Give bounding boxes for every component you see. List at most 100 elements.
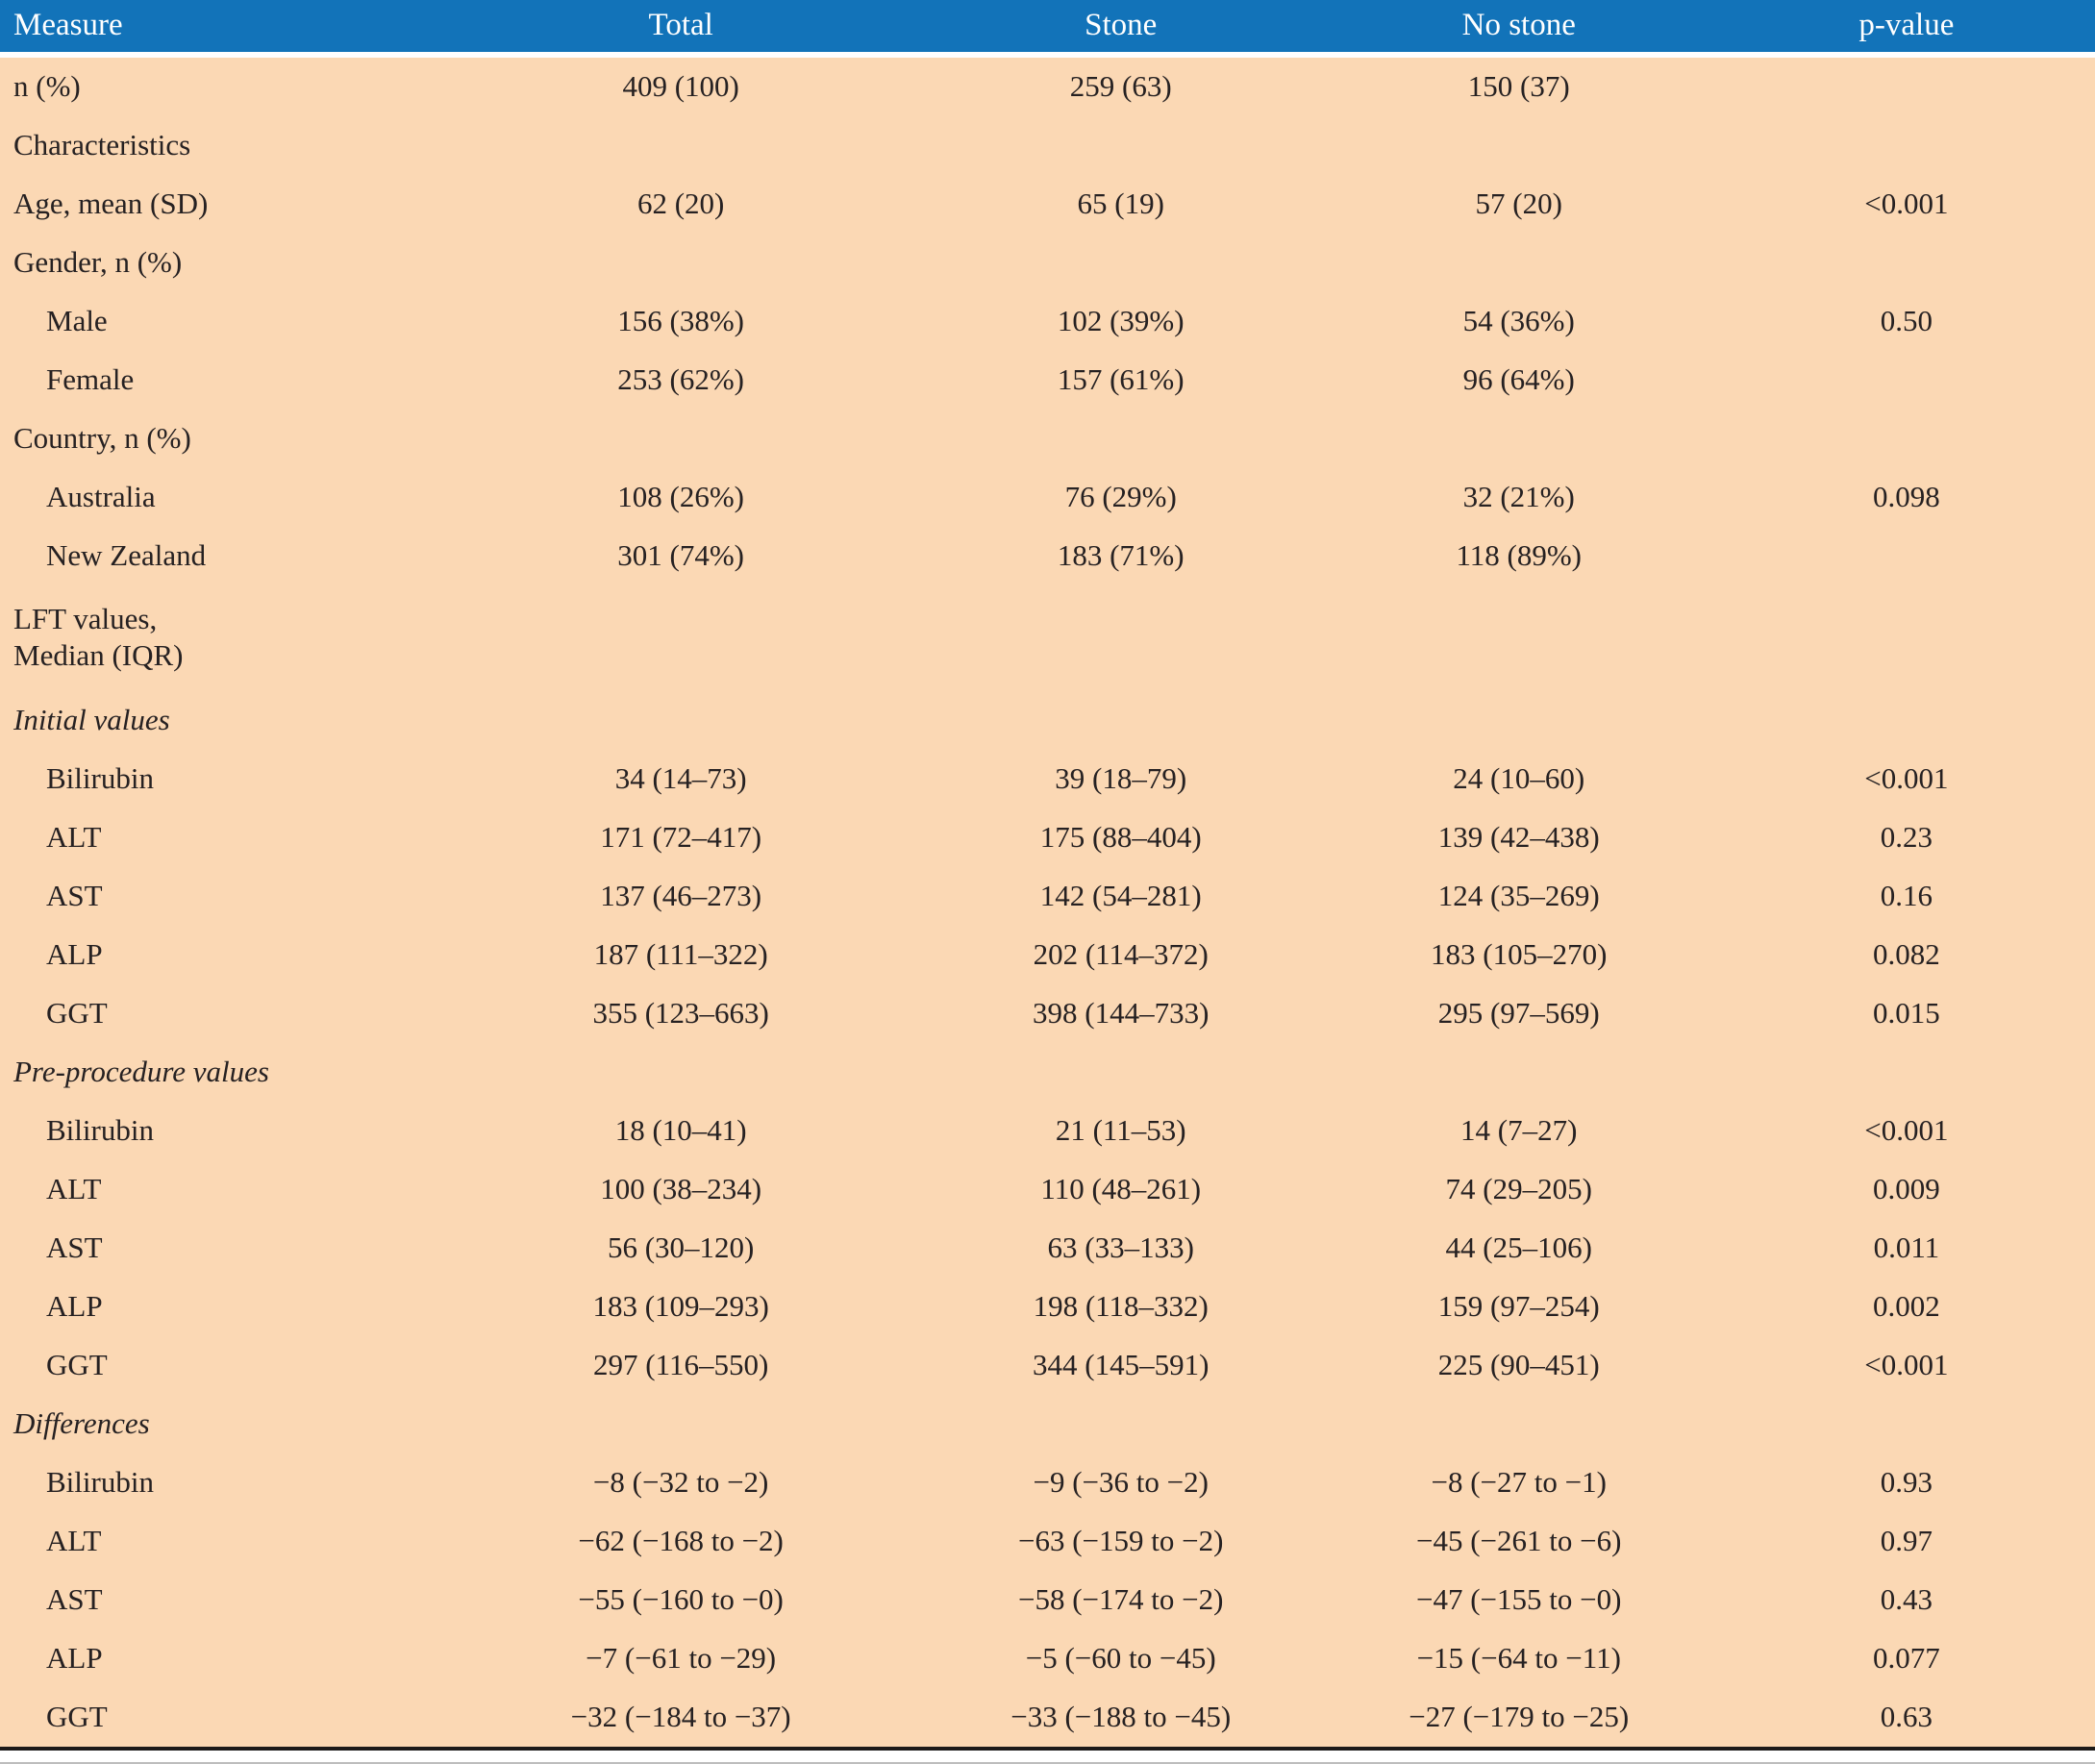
cell-p-value: [1718, 527, 2095, 585]
cell-stone: [922, 1043, 1320, 1102]
row-label: Female: [46, 362, 135, 396]
table-row: Australia 108 (26%) 76 (29%) 32 (21%) 0.…: [0, 468, 2095, 527]
cell-no-stone: 54 (36%): [1462, 304, 1575, 337]
cell-p-value: [1718, 585, 2095, 691]
cell-total: 18 (10–41): [614, 1113, 747, 1147]
cell-stone: −5 (−60 to −45): [1025, 1641, 1216, 1675]
cell-stone: 175 (88–404): [1039, 820, 1202, 854]
cell-p-value: 0.93: [1880, 1465, 1933, 1499]
row-label: ALT: [46, 1172, 102, 1205]
row-label: AST: [46, 1582, 103, 1616]
cell-stone: 142 (54–281): [1039, 879, 1202, 912]
cell-stone: [922, 410, 1320, 468]
row-label: Bilirubin: [46, 761, 154, 795]
table-bottom-rule: [0, 1747, 2095, 1751]
cell-no-stone: [1320, 1395, 1718, 1453]
row-label: GGT: [46, 1700, 108, 1733]
cell-no-stone: −47 (−155 to −0): [1416, 1582, 1622, 1616]
column-header-no-stone: No stone: [1319, 0, 1718, 58]
cell-total: −8 (−32 to −2): [592, 1465, 769, 1499]
cell-stone: 344 (145–591): [1033, 1348, 1210, 1381]
cell-stone: 76 (29%): [1064, 480, 1177, 513]
cell-no-stone: [1320, 410, 1718, 468]
cell-total: 137 (46–273): [600, 879, 762, 912]
row-label: ALP: [46, 1289, 103, 1323]
cell-total: [440, 691, 922, 750]
cell-p-value: 0.97: [1880, 1524, 1933, 1557]
cell-total: [440, 234, 922, 292]
cell-no-stone: [1320, 691, 1718, 750]
cell-no-stone: 124 (35–269): [1437, 879, 1600, 912]
row-label: LFT values, Median (IQR): [13, 602, 184, 672]
column-header-measure: Measure: [0, 0, 440, 58]
cell-total: 409 (100): [622, 69, 739, 103]
cell-stone: 21 (11–53): [1055, 1113, 1186, 1147]
table-row: ALT 100 (38–234) 110 (48–261) 74 (29–205…: [0, 1160, 2095, 1219]
cell-stone: [922, 116, 1320, 175]
cell-no-stone: [1320, 1043, 1718, 1102]
table-row: ALT −62 (−168 to −2) −63 (−159 to −2) −4…: [0, 1512, 2095, 1571]
table-body: n (%) 409 (100) 259 (63) 150 (37) Charac…: [0, 55, 2095, 1747]
table-row: AST −55 (−160 to −0) −58 (−174 to −2) −4…: [0, 1571, 2095, 1629]
cell-p-value: [1718, 116, 2095, 175]
table-bottom-rule-thin: [0, 1762, 2095, 1764]
row-label: ALP: [46, 1641, 103, 1675]
cell-stone: [922, 234, 1320, 292]
row-label: ALT: [46, 820, 102, 854]
table-row: Female 253 (62%) 157 (61%) 96 (64%): [0, 351, 2095, 410]
table-row: New Zealand 301 (74%) 183 (71%) 118 (89%…: [0, 527, 2095, 585]
cell-p-value: [1718, 55, 2095, 116]
row-label: Male: [46, 304, 108, 337]
cell-stone: 183 (71%): [1057, 538, 1185, 572]
cell-total: [440, 1395, 922, 1453]
cell-p-value: 0.098: [1872, 480, 1940, 513]
table-row: ALP 187 (111–322) 202 (114–372) 183 (105…: [0, 926, 2095, 984]
column-header-p-value: p-value: [1717, 0, 2095, 58]
cell-p-value: 0.011: [1873, 1230, 1940, 1264]
cell-stone: −58 (−174 to −2): [1018, 1582, 1224, 1616]
cell-total: 301 (74%): [617, 538, 745, 572]
table-row: ALP −7 (−61 to −29) −5 (−60 to −45) −15 …: [0, 1629, 2095, 1688]
cell-p-value: 0.43: [1880, 1582, 1933, 1616]
row-label: Australia: [46, 480, 156, 513]
cell-total: 183 (109–293): [592, 1289, 769, 1323]
cell-total: 56 (30–120): [607, 1230, 755, 1264]
cell-no-stone: 139 (42–438): [1437, 820, 1600, 854]
cell-total: 355 (123–663): [592, 996, 769, 1030]
cell-stone: 39 (18–79): [1055, 761, 1187, 795]
cell-total: 62 (20): [636, 186, 725, 220]
table-row: n (%) 409 (100) 259 (63) 150 (37): [0, 55, 2095, 116]
cell-no-stone: 14 (7–27): [1460, 1113, 1578, 1147]
table-row: Country, n (%): [0, 410, 2095, 468]
cell-p-value: [1718, 1395, 2095, 1453]
cell-no-stone: 96 (64%): [1462, 362, 1575, 396]
cell-no-stone: 57 (20): [1475, 186, 1562, 220]
table-row: Bilirubin −8 (−32 to −2) −9 (−36 to −2) …: [0, 1453, 2095, 1512]
table-header: Measure Total Stone No stone p-value: [0, 0, 2095, 58]
cell-p-value: <0.001: [1864, 186, 1949, 220]
table-row: ALT 171 (72–417) 175 (88–404) 139 (42–43…: [0, 808, 2095, 867]
cell-p-value: 0.077: [1872, 1641, 1940, 1675]
cell-total: 171 (72–417): [600, 820, 762, 854]
table-row: AST 137 (46–273) 142 (54–281) 124 (35–26…: [0, 867, 2095, 926]
row-label: Pre-procedure values: [13, 1055, 269, 1088]
cell-no-stone: −15 (−64 to −11): [1416, 1641, 1621, 1675]
cell-p-value: 0.16: [1880, 879, 1933, 912]
cell-stone: [922, 1395, 1320, 1453]
cell-stone: [922, 691, 1320, 750]
cell-stone: 63 (33–133): [1047, 1230, 1194, 1264]
table-row: Bilirubin 18 (10–41) 21 (11–53) 14 (7–27…: [0, 1102, 2095, 1160]
row-label: AST: [46, 879, 103, 912]
table-row: Characteristics: [0, 116, 2095, 175]
table-row: GGT −32 (−184 to −37) −33 (−188 to −45) …: [0, 1688, 2095, 1747]
cell-no-stone: 74 (29–205): [1445, 1172, 1592, 1205]
row-label: Age, mean (SD): [13, 186, 209, 220]
cell-stone: [922, 585, 1320, 691]
row-label: ALP: [46, 937, 103, 971]
cell-p-value: [1718, 351, 2095, 410]
table-row: GGT 297 (116–550) 344 (145–591) 225 (90–…: [0, 1336, 2095, 1395]
cell-p-value: 0.009: [1872, 1172, 1940, 1205]
table-row: Gender, n (%): [0, 234, 2095, 292]
row-label: AST: [46, 1230, 103, 1264]
cell-no-stone: 225 (90–451): [1437, 1348, 1600, 1381]
